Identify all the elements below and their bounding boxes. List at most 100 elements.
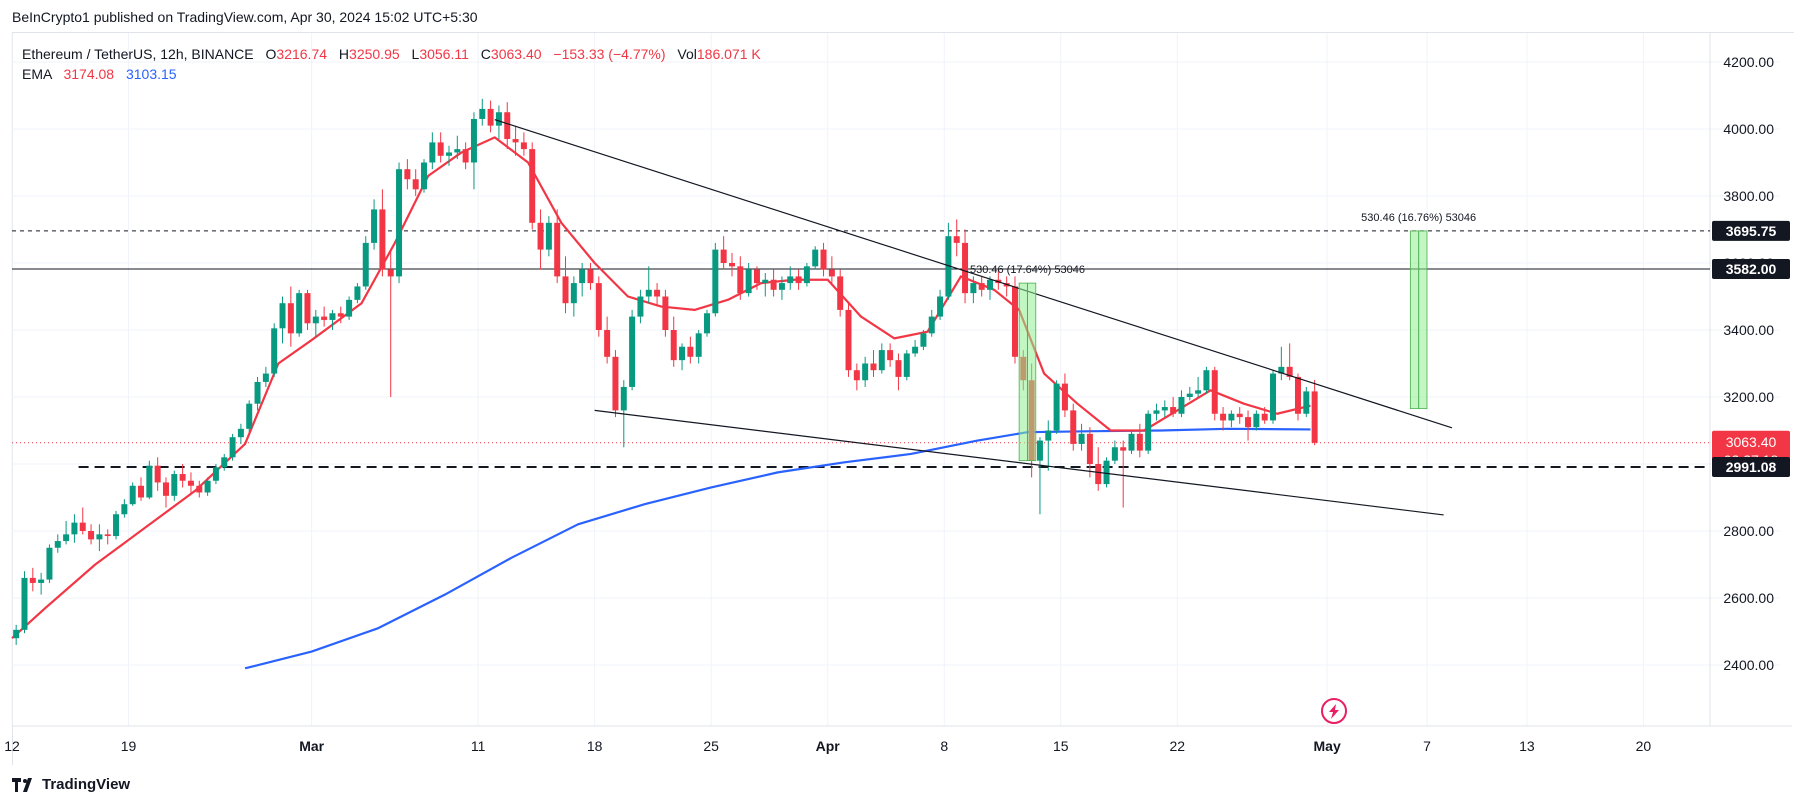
candle [362, 236, 369, 290]
candle-body [920, 333, 927, 347]
candle [271, 323, 278, 377]
tradingview-brand[interactable]: TradingView [12, 776, 130, 793]
high-label: H [338, 46, 350, 62]
price-tick-label: 4000.00 [1723, 121, 1774, 137]
candle [695, 330, 702, 364]
candle-body [262, 373, 269, 382]
time-tick-label: 22 [1170, 738, 1186, 754]
candle-body [1311, 391, 1318, 443]
candle-body [221, 457, 228, 468]
candle [246, 400, 253, 433]
candle [679, 343, 686, 371]
candle [828, 256, 835, 284]
candle [121, 499, 128, 518]
time-axis: 12 19 Mar 11 18 25 Apr 8 15 22 May 7 13 20 [4, 738, 1651, 754]
candle-body [1228, 413, 1235, 421]
candle-body [279, 303, 286, 329]
candle [887, 343, 894, 367]
candle [1170, 397, 1177, 418]
candle [1078, 423, 1085, 451]
candle-body [912, 346, 919, 354]
candle [129, 482, 136, 506]
candle-body [945, 236, 952, 297]
brand-name: TradingView [42, 776, 131, 793]
candle [437, 132, 444, 163]
ema-slow-line [244, 427, 1311, 670]
trendlines [494, 119, 1453, 516]
candle-body [878, 350, 885, 371]
candle-body [154, 465, 161, 483]
candle [146, 460, 153, 500]
change-value: −153.33 (−4.77%) [553, 46, 666, 62]
candle [1178, 390, 1185, 418]
candle [329, 309, 336, 330]
time-tick-label: Mar [299, 738, 324, 754]
candle-body [1253, 413, 1260, 428]
candle [753, 266, 760, 290]
candle-body [495, 112, 502, 126]
candle-body [329, 313, 336, 320]
time-tick-label: 12 [4, 738, 20, 754]
lightning-icon[interactable] [1321, 698, 1347, 724]
candle-body [362, 242, 369, 287]
candle [1203, 366, 1210, 394]
candle-body [978, 283, 985, 290]
candle [79, 507, 86, 535]
candle-body [820, 249, 827, 270]
candle-body [853, 370, 860, 381]
candle-body [1061, 383, 1068, 411]
candle-body [312, 316, 319, 324]
candle-body [1261, 413, 1268, 421]
candle-body [179, 474, 186, 481]
candle [63, 520, 70, 545]
close-value: 3063.40 [490, 46, 542, 62]
measure-label: 530.46 (16.76%) 53046 [1361, 212, 1476, 224]
time-tick-label: 11 [471, 738, 486, 754]
candle [46, 544, 53, 583]
candle-body [437, 142, 444, 156]
candle-body [121, 504, 128, 515]
trendline [594, 409, 1444, 516]
candle [953, 219, 960, 257]
candle [1086, 427, 1093, 478]
candle-body [770, 279, 777, 290]
candle [670, 316, 677, 367]
candle-body [1136, 433, 1143, 451]
candle [229, 433, 236, 461]
candle-body [862, 363, 869, 381]
candle [1128, 430, 1135, 454]
time-tick-label: Apr [816, 738, 841, 754]
candle [820, 242, 827, 277]
candle [445, 145, 452, 166]
candle-body [487, 108, 494, 126]
candle-body [1153, 410, 1160, 414]
candle-body [1186, 393, 1193, 397]
candle-body [570, 283, 577, 304]
candle-body [687, 346, 694, 357]
candle-body [287, 303, 294, 334]
candle [604, 316, 611, 364]
candle [895, 353, 902, 391]
candle [862, 356, 869, 387]
candle [612, 350, 619, 418]
candle [1095, 447, 1102, 491]
candle [745, 263, 752, 297]
price-axis: 2400.002600.002800.003000.003200.003400.… [1723, 54, 1774, 673]
candle-body [1236, 413, 1243, 418]
time-tick-label: 25 [703, 738, 719, 754]
candle [212, 464, 219, 485]
time-tick-label: 18 [587, 738, 603, 754]
candle-body [96, 534, 103, 540]
candle [579, 263, 586, 297]
candle [1145, 410, 1152, 454]
candle [71, 514, 78, 543]
candle-body [1011, 286, 1018, 357]
candle [337, 306, 344, 324]
candle [803, 263, 810, 287]
candle-body [354, 286, 361, 300]
candles [13, 98, 1318, 645]
candle-body [903, 353, 910, 377]
measure-tool: 530.46 (17.64%) 53046 [970, 264, 1085, 462]
candle-body [554, 222, 561, 277]
